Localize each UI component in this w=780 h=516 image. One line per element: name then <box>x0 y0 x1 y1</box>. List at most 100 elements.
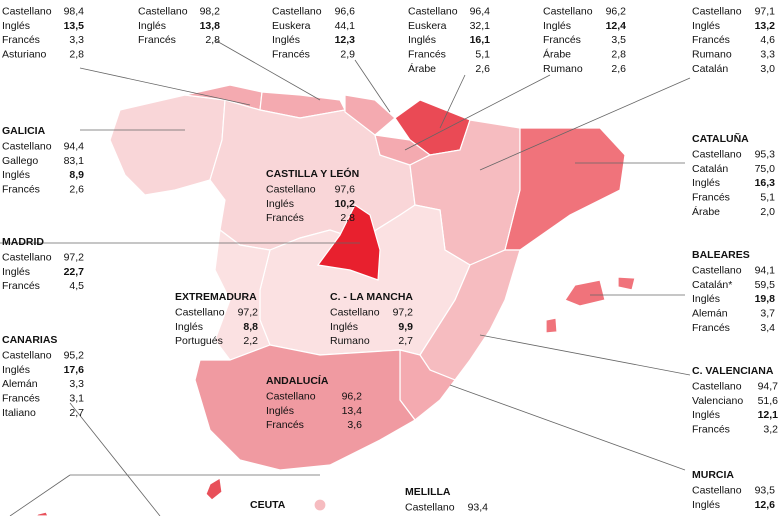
percentage: 95,2 <box>64 349 85 361</box>
region-name: PAÍS VASCO <box>272 0 335 2</box>
percentage: 2,8 <box>340 212 355 224</box>
language: Árabe <box>543 48 571 61</box>
percentage: 12,3 <box>335 34 356 46</box>
region-cataluna <box>504 127 626 251</box>
language: Inglés <box>2 169 30 181</box>
region-name: CASTILLA Y LEÓN <box>266 167 359 180</box>
language: Rumano <box>330 335 370 347</box>
language: Catalán <box>692 63 728 75</box>
leader-line <box>439 74 466 129</box>
percentage: 2,0 <box>760 206 775 218</box>
region-name: CEUTA <box>250 499 286 511</box>
language: Francés <box>692 322 730 334</box>
language: Inglés <box>272 34 300 46</box>
language: Inglés <box>266 198 294 210</box>
percentage: 97,2 <box>238 306 259 318</box>
language: Francés <box>2 280 40 292</box>
percentage: 97,6 <box>335 183 356 195</box>
leader-line <box>479 334 691 376</box>
language: Castellano <box>138 5 188 17</box>
percentage: 8,9 <box>69 169 84 181</box>
percentage: 51,6 <box>758 395 779 407</box>
region-name: CANARIAS <box>2 334 57 346</box>
region-name: CANTABRIA <box>138 0 200 2</box>
region-pais-vasco <box>344 94 396 136</box>
language: Inglés <box>2 266 30 278</box>
language: Alemán <box>692 308 728 320</box>
percentage: 3,0 <box>760 63 775 75</box>
region-ceuta <box>313 498 327 512</box>
percentage: 96,6 <box>335 5 356 17</box>
language: Castellano <box>266 390 316 402</box>
language: Castellano <box>692 148 742 160</box>
percentage: 98,4 <box>64 5 85 17</box>
percentage: 2,8 <box>205 34 220 46</box>
percentage: 75,0 <box>755 163 776 175</box>
regions <box>35 84 636 516</box>
percentage: 96,4 <box>470 5 491 17</box>
language: Gallego <box>2 155 38 167</box>
language: Francés <box>2 34 40 46</box>
region-madrid <box>316 204 381 281</box>
percentage: 95,3 <box>755 148 776 160</box>
percentage: 3,2 <box>763 424 778 436</box>
percentage: 4,5 <box>69 280 84 292</box>
percentage: 94,1 <box>755 264 776 276</box>
percentage: 2,7 <box>69 407 84 419</box>
region-name: MURCIA <box>692 469 734 481</box>
language: Francés <box>266 419 304 431</box>
percentage: 3,7 <box>760 308 775 320</box>
percentage: 3,5 <box>611 34 626 46</box>
percentage: 96,2 <box>606 5 627 17</box>
language: Inglés <box>543 20 571 32</box>
percentage: 5,1 <box>760 192 775 204</box>
region-valencia <box>419 249 521 381</box>
percentage: 94,7 <box>758 380 779 392</box>
percentage: 8,8 <box>243 321 258 333</box>
percentage: 93,4 <box>468 501 489 513</box>
language: Castellano <box>266 183 316 195</box>
percentage: 4,6 <box>760 34 775 46</box>
language: Castellano <box>692 484 742 496</box>
language: Francés <box>2 184 40 196</box>
leader-line <box>69 402 161 516</box>
language: Inglés <box>138 20 166 32</box>
language: Castellano <box>408 5 458 17</box>
language: Castellano <box>2 349 52 361</box>
language: Catalán* <box>692 279 732 291</box>
region-baleares <box>564 279 606 307</box>
percentage: 59,5 <box>755 279 776 291</box>
region-name: ASTURIAS <box>2 0 56 2</box>
percentage: 2,7 <box>398 335 413 347</box>
language: Valenciano <box>692 395 743 407</box>
language: Castellano <box>692 5 742 17</box>
language: Francés <box>692 424 730 436</box>
region-name: GALICIA <box>2 125 46 137</box>
region-name: MADRID <box>2 236 44 248</box>
language: Inglés <box>692 409 720 421</box>
percentage: 83,1 <box>64 155 85 167</box>
language: Árabe <box>692 205 720 218</box>
percentage: 19,8 <box>755 293 776 305</box>
language: Francés <box>272 49 310 61</box>
language: Inglés <box>2 20 30 32</box>
region-baleares <box>545 317 558 334</box>
percentage: 94,4 <box>64 140 85 152</box>
language: Inglés <box>692 20 720 32</box>
percentage: 9,9 <box>398 321 413 333</box>
percentage: 16,3 <box>755 177 776 189</box>
language: Rumano <box>692 49 732 61</box>
percentage: 2,8 <box>611 49 626 61</box>
leader-line <box>479 77 691 171</box>
language: Francés <box>692 192 730 204</box>
language: Inglés <box>330 321 358 333</box>
region-name: ARAGÓN <box>692 0 739 2</box>
language: Castellano <box>272 5 322 17</box>
region-baleares <box>617 276 636 291</box>
region-name: ANDALUCÍA <box>266 374 329 387</box>
region-name: CATALUÑA <box>692 132 749 145</box>
language: Inglés <box>2 364 30 376</box>
region-name: MELILLA <box>405 486 451 498</box>
language: Castellano <box>405 501 455 513</box>
